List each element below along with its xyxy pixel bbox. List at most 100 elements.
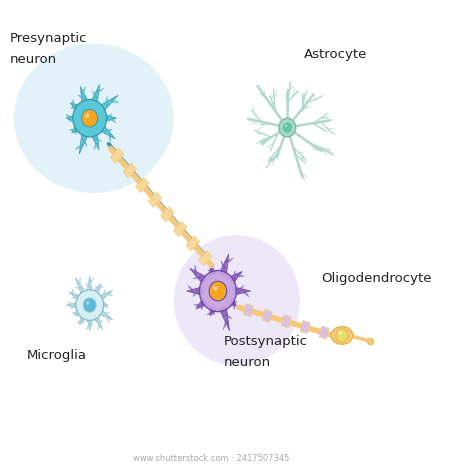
Polygon shape [67, 302, 78, 308]
Polygon shape [234, 287, 251, 295]
Polygon shape [193, 289, 198, 297]
Polygon shape [202, 302, 203, 310]
Polygon shape [148, 192, 162, 207]
Polygon shape [78, 95, 86, 99]
Polygon shape [108, 113, 112, 120]
Circle shape [86, 113, 89, 118]
Polygon shape [211, 310, 215, 315]
Circle shape [336, 329, 348, 342]
Polygon shape [94, 283, 101, 295]
Polygon shape [77, 311, 79, 317]
Polygon shape [223, 314, 232, 319]
Circle shape [86, 301, 90, 305]
Polygon shape [196, 298, 207, 309]
Polygon shape [96, 320, 103, 322]
Polygon shape [94, 315, 102, 329]
Polygon shape [92, 91, 97, 98]
Polygon shape [87, 276, 92, 292]
Polygon shape [161, 207, 174, 222]
Polygon shape [94, 143, 99, 150]
Polygon shape [88, 322, 93, 326]
Polygon shape [75, 127, 77, 134]
Polygon shape [209, 306, 216, 316]
Polygon shape [97, 286, 104, 289]
Text: Oligodendrocyte: Oligodendrocyte [321, 273, 432, 285]
Polygon shape [68, 301, 71, 307]
Text: www.shutterstock.com · 2417507345: www.shutterstock.com · 2417507345 [133, 454, 290, 463]
Polygon shape [194, 305, 201, 307]
Polygon shape [110, 149, 124, 164]
Polygon shape [71, 303, 75, 309]
Text: Presynaptic: Presynaptic [10, 32, 87, 45]
Polygon shape [219, 254, 229, 276]
Polygon shape [262, 309, 272, 322]
Polygon shape [66, 115, 76, 122]
Polygon shape [187, 287, 202, 295]
Polygon shape [221, 261, 226, 269]
Polygon shape [77, 321, 83, 322]
Polygon shape [75, 287, 83, 290]
Polygon shape [71, 105, 77, 109]
Polygon shape [104, 302, 106, 307]
Polygon shape [72, 312, 77, 315]
Polygon shape [281, 315, 291, 328]
Polygon shape [107, 292, 113, 296]
Polygon shape [71, 103, 80, 112]
Polygon shape [173, 221, 187, 236]
Circle shape [199, 271, 236, 312]
Polygon shape [74, 309, 81, 315]
Ellipse shape [331, 327, 353, 345]
Polygon shape [72, 295, 77, 298]
Circle shape [279, 118, 296, 137]
Polygon shape [104, 129, 112, 133]
Circle shape [283, 123, 292, 132]
Polygon shape [237, 274, 244, 277]
Polygon shape [94, 138, 102, 141]
Polygon shape [75, 145, 83, 149]
Circle shape [73, 100, 107, 137]
Circle shape [338, 330, 342, 335]
Polygon shape [208, 270, 214, 273]
Polygon shape [186, 236, 199, 251]
Polygon shape [233, 303, 235, 310]
Text: Astrocyte: Astrocyte [304, 48, 367, 61]
Polygon shape [75, 277, 86, 295]
Polygon shape [105, 303, 108, 308]
Polygon shape [98, 323, 101, 330]
Polygon shape [66, 114, 70, 120]
Polygon shape [79, 132, 89, 154]
Polygon shape [104, 115, 117, 122]
Polygon shape [243, 304, 253, 317]
Polygon shape [135, 178, 149, 193]
Circle shape [83, 298, 96, 312]
Polygon shape [91, 132, 99, 150]
Circle shape [82, 110, 98, 127]
Polygon shape [81, 86, 86, 94]
Polygon shape [77, 277, 81, 285]
Text: neuron: neuron [224, 356, 271, 369]
Polygon shape [91, 85, 99, 104]
Text: Postsynaptic: Postsynaptic [224, 336, 308, 348]
Polygon shape [225, 258, 234, 263]
Polygon shape [99, 125, 115, 139]
Polygon shape [88, 278, 94, 282]
Polygon shape [110, 99, 119, 102]
Polygon shape [86, 326, 91, 329]
Polygon shape [69, 117, 72, 122]
Polygon shape [195, 265, 197, 275]
Ellipse shape [14, 43, 174, 193]
Polygon shape [81, 86, 89, 104]
Circle shape [213, 286, 217, 290]
Polygon shape [210, 265, 214, 270]
Polygon shape [99, 309, 113, 320]
Polygon shape [69, 129, 75, 132]
Polygon shape [189, 268, 207, 284]
Polygon shape [239, 285, 244, 293]
Polygon shape [82, 139, 87, 147]
Polygon shape [72, 100, 75, 107]
Polygon shape [99, 290, 112, 301]
Polygon shape [229, 271, 242, 284]
Polygon shape [123, 163, 136, 178]
Polygon shape [101, 302, 108, 308]
Text: Microglia: Microglia [27, 350, 86, 362]
